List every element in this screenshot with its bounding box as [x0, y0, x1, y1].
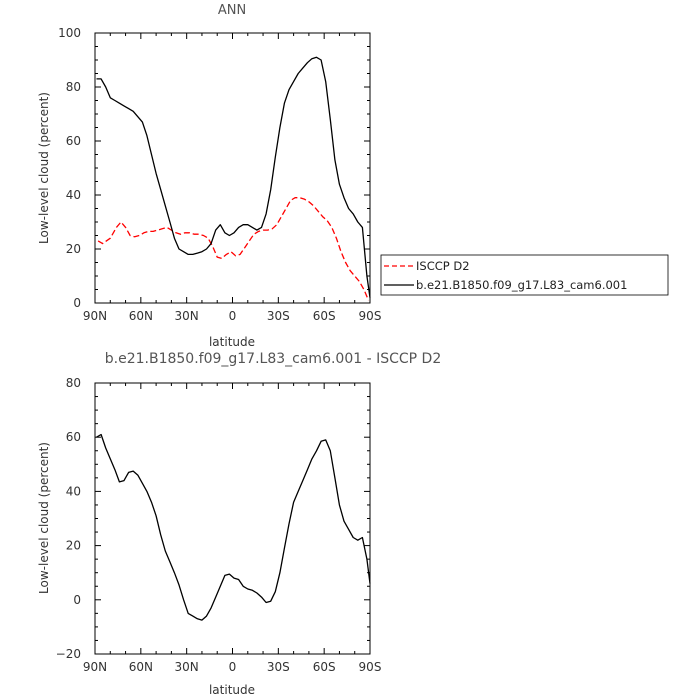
x-tick-label: 60N	[129, 309, 153, 323]
y-axis-label: Low-level cloud (percent)	[37, 442, 51, 594]
x-axis-label: latitude	[209, 335, 255, 349]
legend: ISCCP D2 b.e21.B1850.f09_g17.L83_cam6.00…	[380, 254, 669, 296]
x-tick-label: 30N	[175, 309, 199, 323]
x-tick-label: 60N	[129, 660, 153, 674]
series-line-0	[96, 433, 371, 621]
x-tick-label: 30S	[267, 660, 290, 674]
series-line-1	[96, 56, 371, 298]
y-tick-label: 60	[66, 430, 81, 444]
x-tick-label: 90S	[359, 309, 382, 323]
legend-label-model: b.e21.B1850.f09_g17.L83_cam6.001	[416, 278, 627, 292]
x-tick-label: 30S	[267, 309, 290, 323]
chart-title: ANN	[218, 3, 246, 18]
y-tick-label: 60	[66, 134, 81, 148]
legend-frame	[380, 254, 669, 296]
chart-difference-low-cloud: b.e21.B1850.f09_g17.L83_cam6.001 - ISCCP…	[37, 351, 441, 697]
y-tick-label: 0	[73, 296, 81, 310]
x-tick-label: 90N	[83, 309, 107, 323]
y-tick-label: 40	[66, 188, 81, 202]
plot-frame	[94, 32, 371, 304]
plot-frame	[94, 382, 371, 655]
y-tick-label: 40	[66, 484, 81, 498]
x-tick-label: 60S	[313, 309, 336, 323]
y-tick-label: 20	[66, 539, 81, 553]
x-tick-label: 90S	[359, 660, 382, 674]
x-axis-label: latitude	[209, 683, 255, 697]
y-tick-label: −20	[56, 647, 81, 661]
y-tick-label: 20	[66, 242, 81, 256]
x-tick-label: 0	[229, 660, 237, 674]
x-ticks: 90N 60N 30N 0 30S 60S 90S	[83, 33, 382, 323]
y-tick-label: 0	[73, 593, 81, 607]
x-ticks: 90N 60N 30N 0 30S 60S 90S	[83, 383, 382, 674]
x-tick-label: 90N	[83, 660, 107, 674]
series-layer	[96, 433, 371, 621]
series-layer	[96, 56, 371, 301]
y-tick-label: 80	[66, 80, 81, 94]
y-ticks: −20 0 20 40 60 80	[56, 376, 370, 661]
series-line-0	[97, 197, 370, 301]
y-ticks: 0 20 40 60 80 100	[58, 26, 370, 310]
y-tick-label: 100	[58, 26, 81, 40]
chart-title: b.e21.B1850.f09_g17.L83_cam6.001 - ISCCP…	[105, 351, 442, 367]
y-axis-label: Low-level cloud (percent)	[37, 92, 51, 244]
x-tick-label: 0	[229, 309, 237, 323]
chart-annual-low-cloud: ANN 90N 60N 30N 0 30S 60S 90S 0 20 40 60 80 100 lat…	[37, 3, 381, 349]
legend-label-isccp: ISCCP D2	[416, 259, 470, 273]
x-tick-label: 60S	[313, 660, 336, 674]
x-tick-label: 30N	[175, 660, 199, 674]
y-tick-label: 80	[66, 376, 81, 390]
